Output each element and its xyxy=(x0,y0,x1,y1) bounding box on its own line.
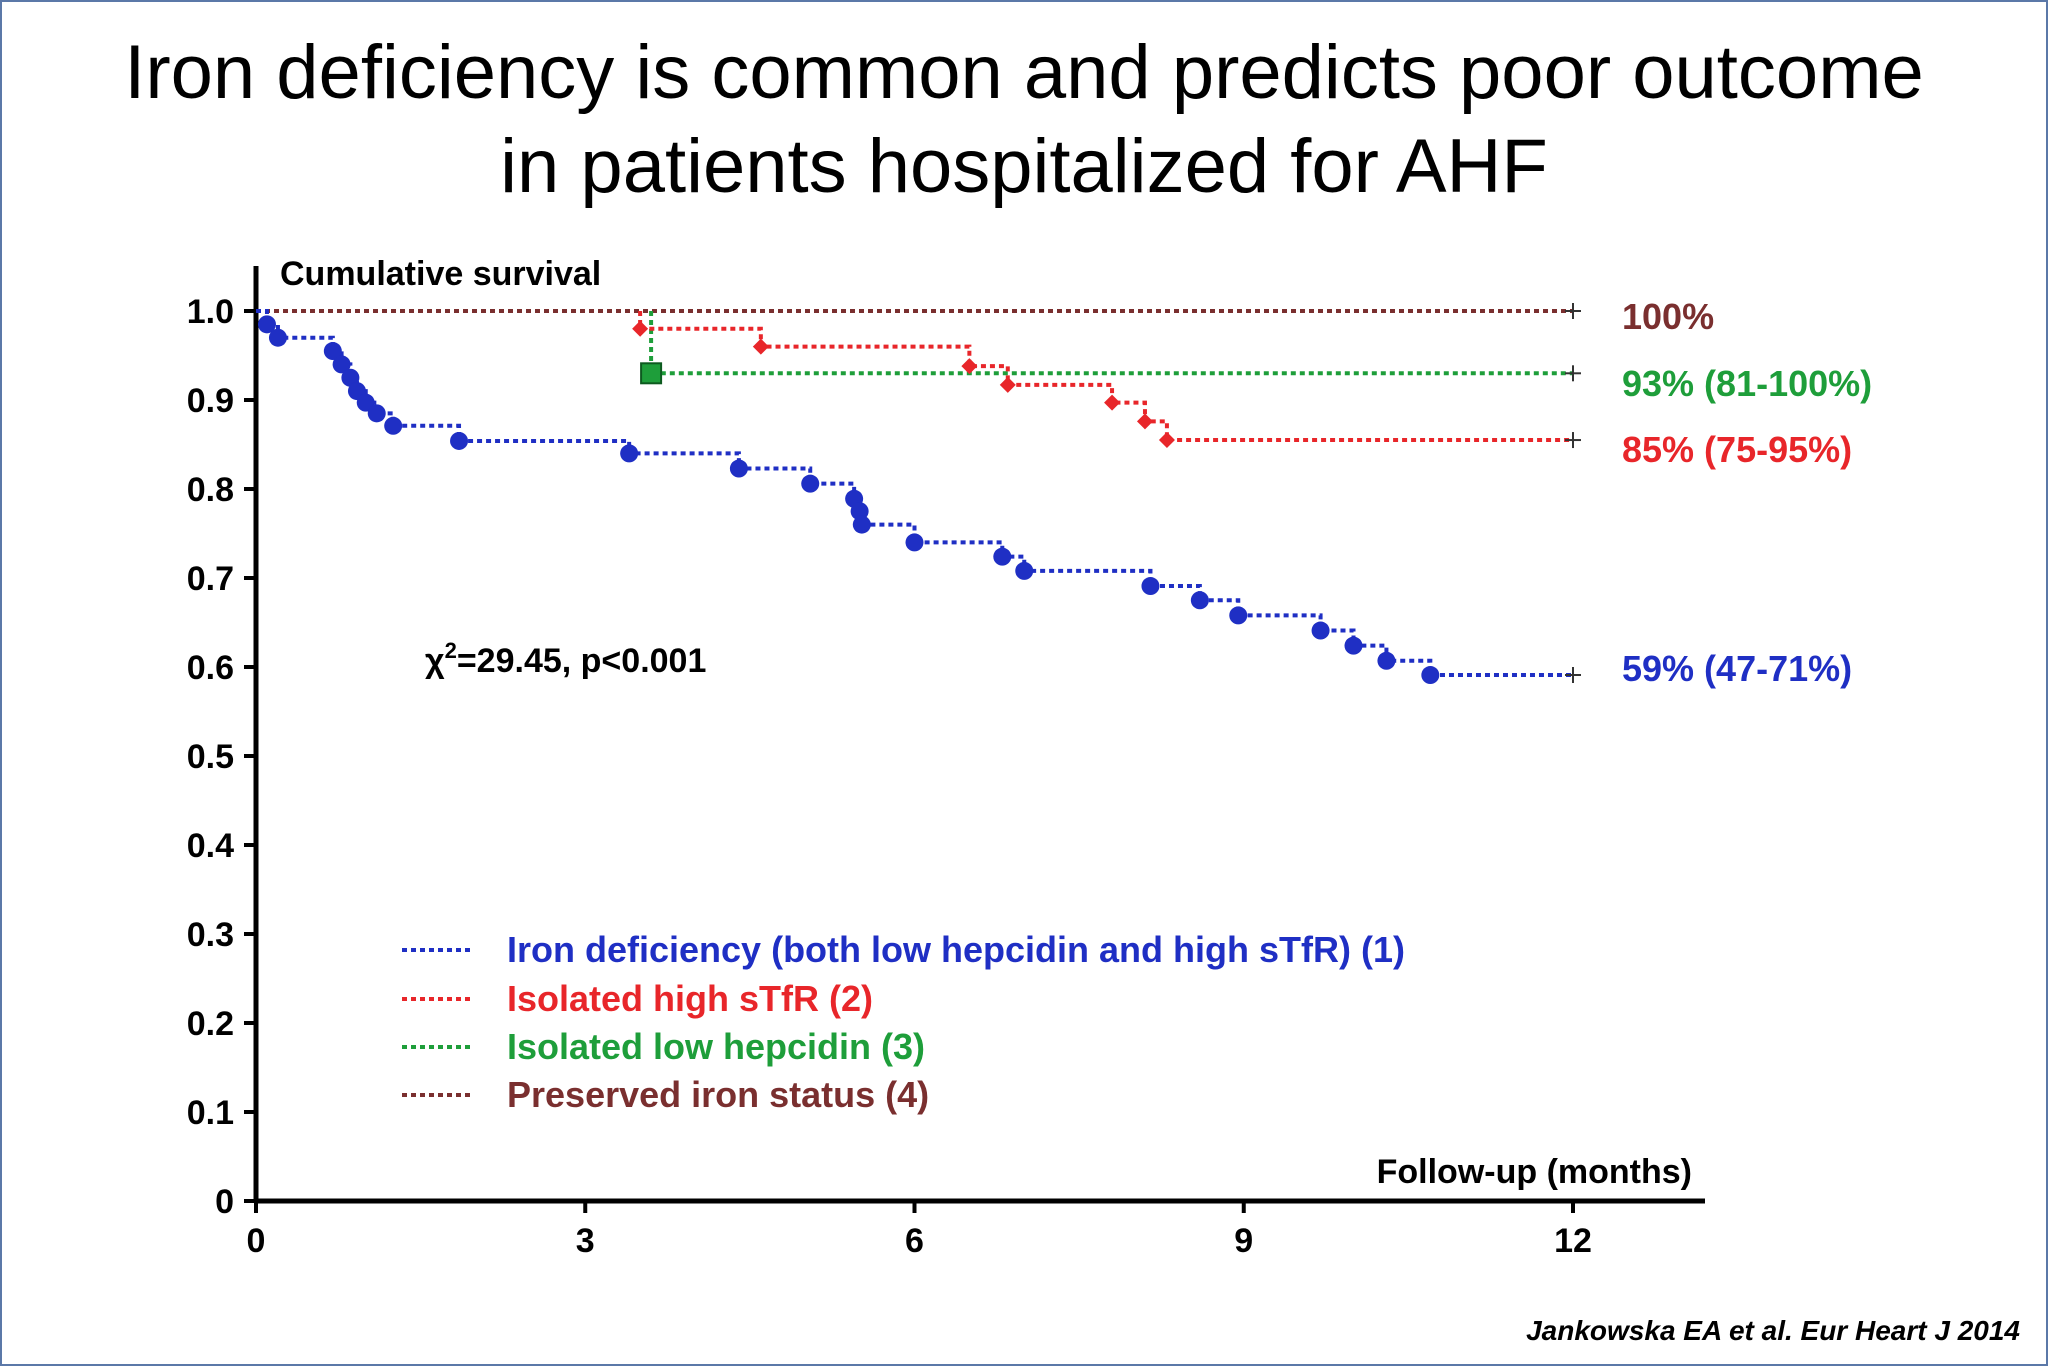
chi-symbol: χ xyxy=(425,642,445,680)
data-point-diamond xyxy=(632,320,649,337)
data-point-diamond xyxy=(999,376,1016,393)
series-line-1 xyxy=(256,309,1573,678)
slide-title: Iron deficiency is common and predicts p… xyxy=(0,26,2048,214)
y-axis-label: Cumulative survival xyxy=(280,255,601,293)
y-tick-label: 0.4 xyxy=(187,827,234,865)
y-tick-label: 0.8 xyxy=(187,471,234,509)
data-point-circle xyxy=(1141,577,1160,596)
end-label-series-3: 93% (81-100%) xyxy=(1622,363,1872,404)
series-line-2 xyxy=(638,311,1573,443)
y-tick-label: 0.9 xyxy=(187,382,234,420)
data-point-circle xyxy=(1229,606,1248,625)
series-lines xyxy=(256,303,1581,684)
x-tick-label: 12 xyxy=(1554,1222,1592,1260)
data-point-circle xyxy=(341,368,360,387)
y-tick-label: 1.0 xyxy=(187,293,234,331)
end-labels: 59% (47-71%) 85% (75-95%) 93% (81-100%) 100… xyxy=(1622,296,1872,689)
data-point-circle xyxy=(993,547,1012,566)
data-point-diamond xyxy=(1104,394,1121,411)
x-tick-label: 0 xyxy=(247,1222,266,1260)
y-axis-ticks: 0 0.1 0.2 0.3 0.4 0.5 0.6 0.7 0.8 0.9 1.0 xyxy=(187,293,256,1221)
y-tick-label: 0.5 xyxy=(187,738,234,776)
title-line-1: Iron deficiency is common and predicts p… xyxy=(124,30,1924,115)
citation: Jankowska EA et al. Eur Heart J 2014 xyxy=(1526,1315,2020,1346)
data-point-circle xyxy=(1015,561,1034,580)
data-point-circle xyxy=(1311,621,1330,640)
x-tick-label: 9 xyxy=(1234,1222,1253,1260)
x-tick-label: 3 xyxy=(576,1222,595,1260)
data-point-circle xyxy=(450,431,469,450)
data-point-circle xyxy=(620,444,639,463)
y-tick-label: 0.6 xyxy=(187,649,234,687)
end-label-series-1: 59% (47-71%) xyxy=(1622,648,1852,689)
data-point-circle xyxy=(1421,666,1440,685)
data-point-circle xyxy=(729,459,748,478)
title-line-2: in patients hospitalized for AHF xyxy=(500,124,1548,209)
y-tick-label: 0 xyxy=(215,1183,234,1221)
x-axis-ticks: 0 3 6 9 12 xyxy=(247,1201,1592,1260)
data-point-square xyxy=(640,362,663,385)
data-point-diamond xyxy=(752,338,769,355)
data-point-diamond xyxy=(961,358,978,375)
end-label-series-4: 100% xyxy=(1622,296,1714,337)
data-point-circle xyxy=(323,342,342,361)
y-tick-label: 0.3 xyxy=(187,916,234,954)
series-line-3 xyxy=(649,311,1573,376)
chi-statistic: =29.45, p<0.001 xyxy=(457,642,707,680)
data-point-circle xyxy=(852,515,871,534)
legend-label-4: Preserved iron status (4) xyxy=(507,1074,929,1115)
data-point-circle xyxy=(332,355,351,374)
axes xyxy=(253,266,1705,1204)
y-tick-label: 0.7 xyxy=(187,560,234,598)
data-point-diamond xyxy=(1136,413,1153,430)
end-label-series-2: 85% (75-95%) xyxy=(1622,429,1852,470)
x-axis-label: Follow-up (months) xyxy=(1377,1153,1692,1191)
chi-square-annotation: χ2=29.45, p<0.001 xyxy=(425,638,706,680)
data-point-circle xyxy=(801,474,820,493)
legend-label-3: Isolated low hepcidin (3) xyxy=(507,1026,925,1067)
data-point-circle xyxy=(1377,651,1396,670)
y-tick-label: 0.2 xyxy=(187,1005,234,1043)
legend-label-2: Isolated high sTfR (2) xyxy=(507,978,873,1019)
data-point-circle xyxy=(367,404,386,423)
data-point-circle xyxy=(1190,591,1209,610)
x-tick-label: 6 xyxy=(905,1222,924,1260)
data-point-circle xyxy=(1344,636,1363,655)
data-point-circle xyxy=(384,416,403,435)
chi-superscript: 2 xyxy=(445,638,457,663)
y-tick-label: 0.1 xyxy=(187,1094,234,1132)
data-point-diamond xyxy=(1158,432,1175,449)
data-point-circle xyxy=(257,315,276,334)
legend: Iron deficiency (both low hepcidin and h… xyxy=(402,929,1405,1115)
legend-label-1: Iron deficiency (both low hepcidin and h… xyxy=(507,929,1405,970)
data-point-circle xyxy=(850,502,869,521)
data-point-circle xyxy=(268,328,287,347)
data-point-circle xyxy=(905,533,924,552)
series-markers xyxy=(257,315,1440,685)
